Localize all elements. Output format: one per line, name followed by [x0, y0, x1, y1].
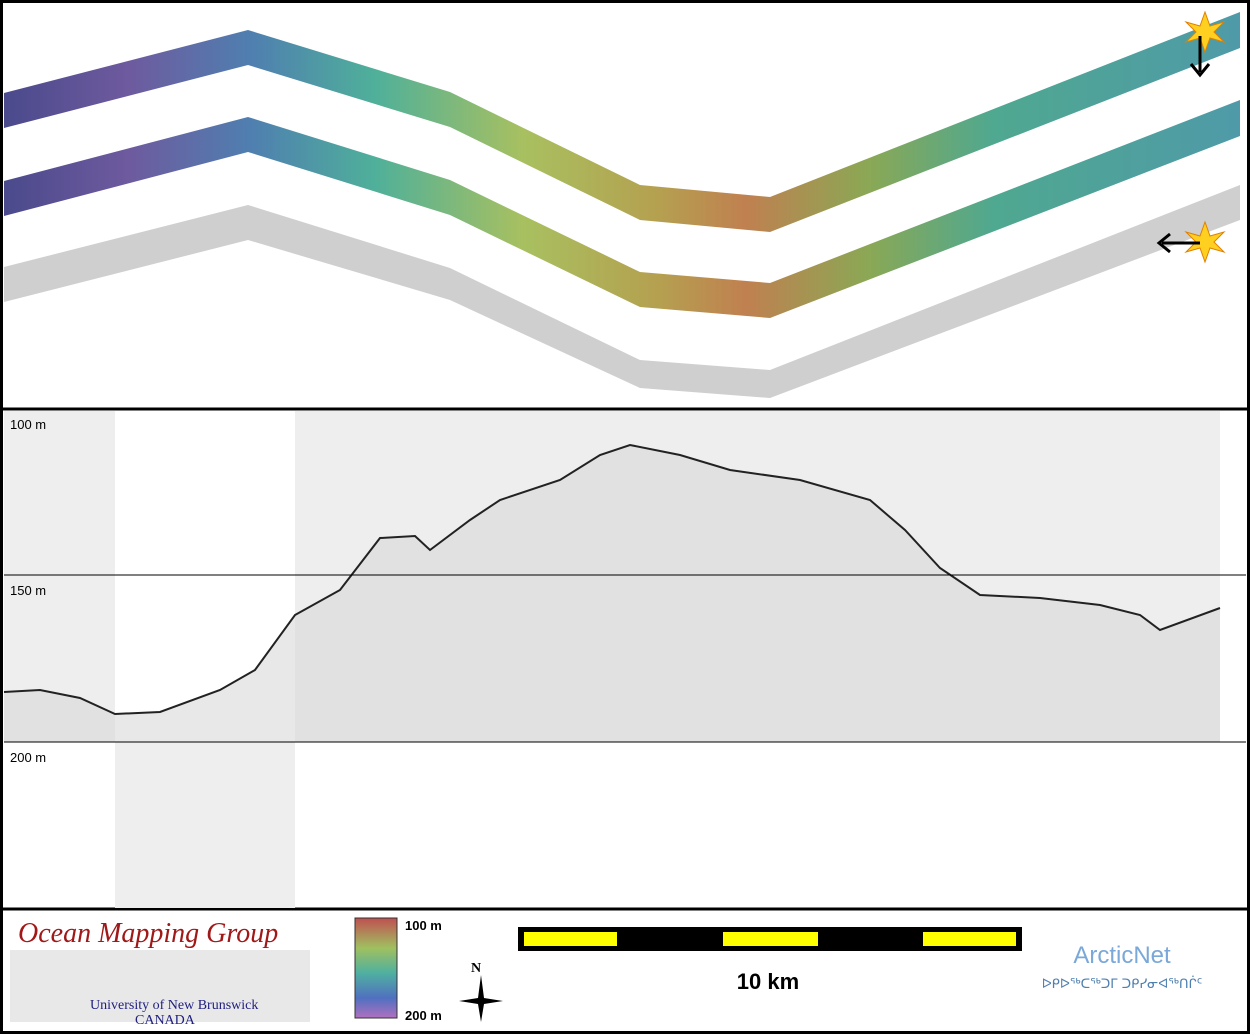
scale-label: 10 km — [737, 969, 799, 994]
depth-label: 150 m — [10, 583, 46, 598]
scale-segment — [723, 932, 818, 946]
logo-background — [10, 950, 310, 1022]
depth-label: 200 m — [10, 750, 46, 765]
depth-label: 100 m — [10, 417, 46, 432]
north-label: N — [471, 961, 481, 976]
colorbar-label: 200 m — [405, 1008, 442, 1023]
north-arrow — [459, 975, 503, 1022]
scale-segment — [923, 932, 1016, 946]
sun-icon — [1156, 220, 1226, 264]
logo-country: CANADA — [135, 1013, 196, 1028]
partner-name: ArcticNet — [1073, 942, 1171, 969]
logo-university: University of New Brunswick — [90, 998, 258, 1013]
sun-icon — [1184, 10, 1226, 78]
bathymetry-swath — [4, 12, 1240, 232]
colorbar-label: 100 m — [405, 918, 442, 933]
backscatter-swath — [4, 185, 1240, 398]
logo-title: Ocean Mapping Group — [18, 918, 278, 949]
partner-inuktitut: ᐅᑭᐅᖅᑕᖅᑐᒥ ᑐᑭᓯᓂᐊᖅᑎᒌᑦ — [1042, 975, 1203, 992]
profile-noise — [4, 445, 1220, 742]
profile-background — [115, 742, 295, 908]
seafloor-profile — [3, 443, 1221, 716]
scale-segment — [524, 932, 617, 946]
colorbar — [354, 917, 398, 1019]
profile-background — [4, 411, 115, 742]
bathymetry-swath — [4, 100, 1240, 318]
